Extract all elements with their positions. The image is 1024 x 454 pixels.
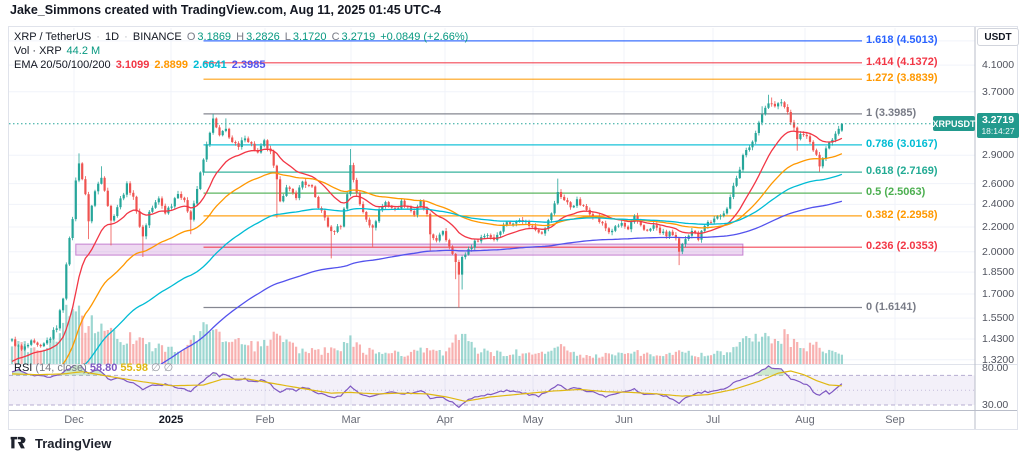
time-tick-Feb: Feb	[255, 414, 275, 426]
fib-label-0: 0 (1.6141)	[866, 301, 917, 313]
ema-value-ema20: 3.1099	[115, 59, 153, 71]
price-tick-1.5500: 1.5500	[982, 312, 1015, 324]
ohlc-value: 3.1720	[292, 31, 330, 43]
fib-label-1: 1 (3.3985)	[866, 107, 917, 119]
time-tick-Jul: Jul	[705, 414, 721, 426]
time-tick-May: May	[522, 414, 544, 426]
ema-100-line	[84, 173, 843, 364]
fib-label-0.5: 0.5 (2.5063)	[866, 186, 926, 198]
price-tick-1.3200: 1.3200	[982, 354, 1015, 366]
grid-layer	[9, 28, 975, 410]
exchange-label: BINANCE	[132, 31, 185, 43]
ohlc-key: L	[284, 31, 291, 43]
rsi-ma-value: 55.98	[120, 362, 152, 374]
rsi-params: (14, close)	[35, 362, 90, 374]
volume-label: Vol · XRP	[14, 45, 65, 57]
ema-lines-layer	[11, 130, 843, 364]
tradingview-logo-icon	[10, 436, 26, 449]
price-tick-3.7000: 3.7000	[982, 86, 1015, 98]
change-value: +0.0849 (+2.66%)	[380, 31, 469, 43]
time-tick-Sep: Sep	[885, 414, 905, 426]
fib-label-1.272: 1.272 (3.8839)	[866, 72, 938, 84]
time-tick-Apr: Apr	[436, 414, 454, 426]
fib-label-0.236: 0.236 (2.0353)	[866, 240, 938, 252]
time-tick-2025: 2025	[158, 414, 184, 426]
ohlc-value: 3.2719	[341, 31, 379, 43]
volume-value: 44.2 M	[66, 45, 101, 57]
legend-separator: ·	[93, 31, 104, 43]
ema-200-line	[160, 200, 843, 364]
rsi-overbought-fill	[56, 363, 105, 376]
last-price-badge: 3.2719 18:14:27	[977, 113, 1019, 138]
tradingview-watermark[interactable]: TradingView	[10, 435, 111, 451]
ohlc-key: H	[236, 31, 245, 43]
price-tick-2.9000: 2.9000	[982, 149, 1015, 161]
ema-legend-row[interactable]: EMA 20/50/100/200 3.1099 2.8899 2.6641 2…	[14, 59, 267, 71]
ema-50-line	[62, 153, 843, 364]
price-tick-2.6000: 2.6000	[982, 178, 1015, 190]
pane-separators	[8, 26, 1018, 430]
time-tick-Jun: Jun	[615, 414, 633, 426]
interval-label: 1D	[105, 31, 120, 43]
ema-value-ema100: 2.6641	[193, 59, 230, 71]
legend-separator: ·	[121, 31, 131, 43]
time-tick-Mar: Mar	[341, 414, 361, 426]
ema-20-line	[11, 130, 843, 362]
rsi-tick-30.00: 30.00	[982, 399, 1009, 411]
support-zone-rect	[75, 243, 744, 256]
fib-label-1.618: 1.618 (4.5013)	[866, 34, 938, 46]
fib-label-0.786: 0.786 (3.0167)	[866, 138, 938, 150]
price-tick-2.2000: 2.2000	[982, 221, 1015, 233]
fib-label-0.382: 0.382 (2.2958)	[866, 209, 938, 221]
last-price-value: 3.2719	[981, 113, 1015, 126]
ohlc-value: 3.1869	[197, 31, 235, 43]
price-tick-2.0000: 2.0000	[982, 246, 1015, 258]
ohlc-key: C	[331, 31, 340, 43]
rsi-label: RSI	[14, 362, 36, 374]
time-tick-Aug: Aug	[795, 414, 815, 426]
ohlc-key: O	[186, 31, 196, 43]
fib-label-0.618: 0.618 (2.7169)	[866, 165, 938, 177]
creator-header: Jake_Simmons created with TradingView.co…	[10, 3, 441, 17]
candles-layer	[10, 94, 843, 364]
rsi-legend-row[interactable]: RSI (14, close) 58.80 55.98 ∅ ∅	[14, 361, 173, 374]
price-tick-1.7000: 1.7000	[982, 288, 1015, 300]
symbol-price-tag: XRPUSDT	[933, 116, 976, 131]
price-tick-1.8500: 1.8500	[982, 266, 1015, 278]
ema-label: EMA 20/50/100/200	[14, 59, 114, 71]
volume-layer	[10, 304, 843, 364]
rsi-pane	[9, 363, 975, 409]
rsi-tick-80.00: 80.00	[982, 362, 1009, 374]
time-tick-Dec: Dec	[64, 414, 84, 426]
fib-label-1.414: 1.414 (4.1372)	[866, 56, 938, 68]
tradingview-watermark-text: TradingView	[35, 435, 112, 451]
rsi-ma-line	[11, 370, 842, 402]
price-tick-4.1000: 4.1000	[982, 59, 1015, 71]
bar-countdown: 18:14:27	[981, 125, 1015, 136]
price-tick-1.4300: 1.4300	[982, 333, 1015, 345]
rsi-value: 58.80	[89, 362, 121, 374]
currency-unit-button[interactable]: USDT	[977, 28, 1019, 46]
rsi-empty-indicators: ∅ ∅	[151, 362, 174, 374]
ohlc-value: 3.2826	[246, 31, 283, 43]
ema-value-ema50: 2.8899	[154, 59, 192, 71]
ema-value-ema200: 2.3985	[231, 59, 266, 71]
volume-legend-row[interactable]: Vol · XRP 44.2 M	[14, 45, 102, 57]
price-tick-2.4000: 2.4000	[982, 198, 1015, 210]
symbol-name: XRP / TetherUS	[14, 31, 92, 43]
